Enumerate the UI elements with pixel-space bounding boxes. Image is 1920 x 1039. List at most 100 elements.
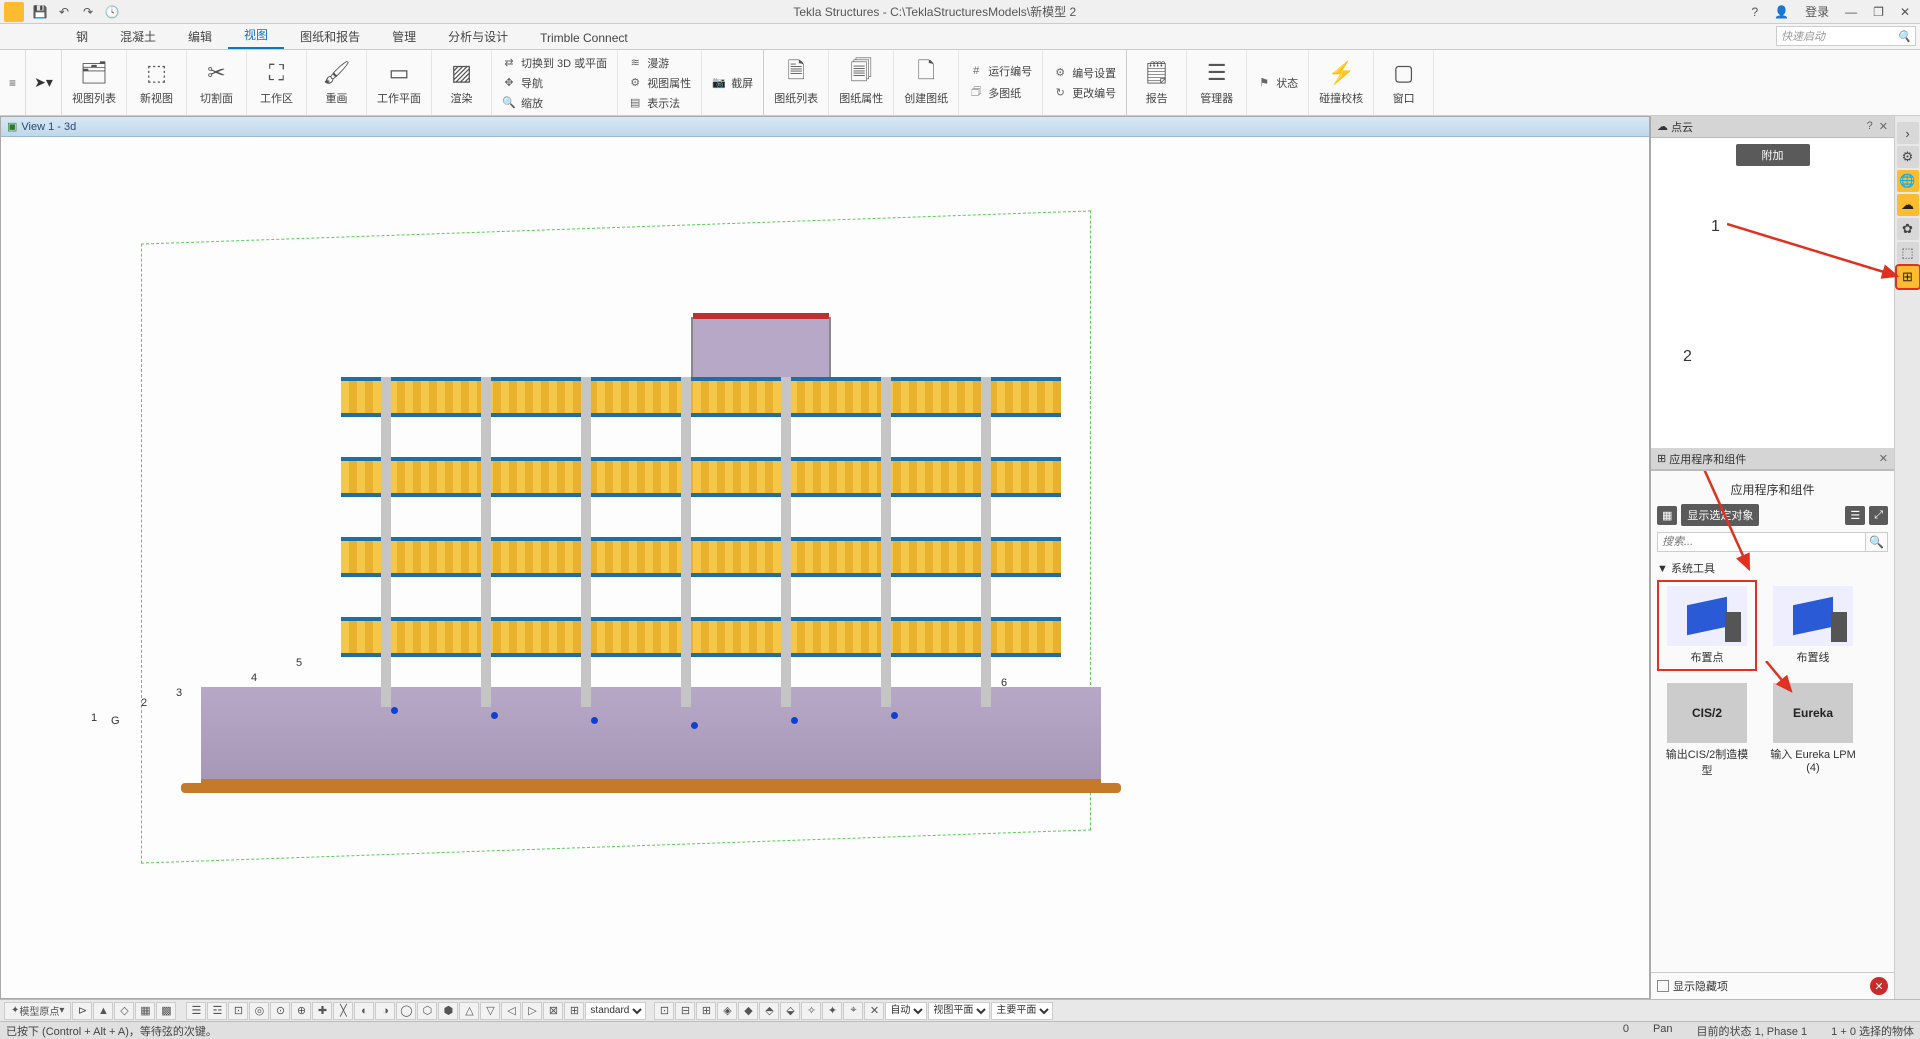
screenshot-button[interactable]: 📷截屏	[710, 74, 755, 92]
apps-item-layout-line[interactable]: 布置线	[1763, 580, 1863, 671]
tool-btn-17[interactable]: ▷	[522, 1002, 542, 1020]
multi-drawing-button[interactable]: 🗇多图纸	[967, 82, 1034, 103]
manager-button[interactable]: ☰ 管理器	[1187, 50, 1247, 115]
tool-btn-29[interactable]: ⌖	[843, 1002, 863, 1020]
tab-trimble[interactable]: Trimble Connect	[524, 27, 644, 49]
window-button[interactable]: ▢ 窗口	[1374, 50, 1434, 115]
apps-search-button[interactable]: 🔍	[1866, 532, 1888, 552]
login-link[interactable]: 登录	[1799, 3, 1835, 20]
close-button[interactable]: ✕	[1894, 5, 1916, 19]
panel-help-icon[interactable]: ?	[1867, 120, 1873, 133]
tab-steel[interactable]: 钢	[60, 24, 104, 49]
tool-btn-23[interactable]: ◈	[717, 1002, 737, 1020]
tab-view[interactable]: 视图	[228, 22, 284, 49]
tool-btn-3[interactable]: ⊡	[228, 1002, 248, 1020]
tool-btn-27[interactable]: ✧	[801, 1002, 821, 1020]
status-button[interactable]: ⚑状态	[1255, 74, 1300, 92]
create-drawing-button[interactable]: 🗋 创建图纸	[894, 50, 959, 115]
minimize-button[interactable]: —	[1839, 5, 1863, 19]
representation-button[interactable]: ▤表示法	[626, 94, 693, 112]
switch-3d-button[interactable]: ⇄切换到 3D 或平面	[500, 54, 609, 72]
file-menu-icon[interactable]: ≡	[0, 50, 26, 115]
tab-concrete[interactable]: 混凝土	[104, 24, 172, 49]
clash-check-button[interactable]: ⚡ 碰撞校核	[1309, 50, 1374, 115]
zoom-button[interactable]: 🔍缩放	[500, 94, 609, 112]
view-list-button[interactable]: 🗂 视图列表	[62, 50, 127, 115]
drawing-props-button[interactable]: 🗐 图纸属性	[829, 50, 894, 115]
selection-cursor-button[interactable]: ➤▾	[26, 50, 62, 115]
gear-strip-icon[interactable]: ✿	[1897, 218, 1919, 240]
work-area-button[interactable]: ⛶ 工作区	[247, 50, 307, 115]
tool-btn-28[interactable]: ✦	[822, 1002, 842, 1020]
tool-btn-20[interactable]: ⊡	[654, 1002, 674, 1020]
tool-btn-24[interactable]: ◆	[738, 1002, 758, 1020]
tool-btn-21[interactable]: ⊟	[675, 1002, 695, 1020]
globe-strip-icon[interactable]: 🌐	[1897, 170, 1919, 192]
apps-item-layout-point[interactable]: 布置点	[1657, 580, 1757, 671]
tool-btn-7[interactable]: ✚	[312, 1002, 332, 1020]
collapse-button[interactable]: ⤢	[1869, 506, 1888, 525]
apps-section-header[interactable]: ▼ 系统工具	[1657, 556, 1888, 580]
app-logo[interactable]	[4, 2, 24, 22]
tab-drawings[interactable]: 图纸和报告	[284, 24, 376, 49]
reports-button[interactable]: 🗒 报告	[1127, 50, 1187, 115]
expand-panel-icon[interactable]: ›	[1897, 122, 1919, 144]
apps-item-eureka[interactable]: Eureka 输入 Eureka LPM (4)	[1763, 677, 1863, 784]
clip-plane-button[interactable]: ✂ 切割面	[187, 50, 247, 115]
apps-error-icon[interactable]: ✕	[1870, 977, 1888, 995]
origin-dropdown[interactable]: ✦ 模型原点 ▾	[4, 1002, 71, 1020]
tool-btn-16[interactable]: ◁	[501, 1002, 521, 1020]
cloud-strip-icon[interactable]: ☁	[1897, 194, 1919, 216]
snap-btn-5[interactable]: ▩	[156, 1002, 176, 1020]
tab-analysis[interactable]: 分析与设计	[432, 24, 524, 49]
main-plane-dropdown[interactable]: 主要平面	[991, 1002, 1053, 1020]
tool-btn-26[interactable]: ⬙	[780, 1002, 800, 1020]
user-icon[interactable]: 👤	[1768, 5, 1795, 19]
undo-icon[interactable]: ↶	[54, 2, 74, 22]
history-icon[interactable]: 🕓	[102, 2, 122, 22]
view-plane-dropdown[interactable]: 视图平面	[928, 1002, 990, 1020]
tool-btn-6[interactable]: ⊕	[291, 1002, 311, 1020]
cube-strip-icon[interactable]: ⬚	[1897, 242, 1919, 264]
apps-panel-header[interactable]: ⊞ 应用程序和组件 ✕	[1651, 448, 1894, 470]
tool-btn-15[interactable]: ▽	[480, 1002, 500, 1020]
pointcloud-panel-header[interactable]: ☁ 点云 ? ✕	[1651, 116, 1894, 138]
auto-dropdown[interactable]: 自动	[885, 1002, 927, 1020]
apps-search-input[interactable]	[1657, 532, 1866, 552]
snap-btn-3[interactable]: ◇	[114, 1002, 134, 1020]
tool-btn-13[interactable]: ⬢	[438, 1002, 458, 1020]
tool-btn-2[interactable]: ☲	[207, 1002, 227, 1020]
tool-btn-5[interactable]: ⊙	[270, 1002, 290, 1020]
tool-btn-14[interactable]: △	[459, 1002, 479, 1020]
tool-btn-30[interactable]: ✕	[864, 1002, 884, 1020]
tab-edit[interactable]: 编辑	[172, 24, 228, 49]
settings-strip-icon[interactable]: ⚙	[1897, 146, 1919, 168]
tab-manage[interactable]: 管理	[376, 24, 432, 49]
tool-btn-8[interactable]: ╳	[333, 1002, 353, 1020]
numbering-settings-button[interactable]: ⚙编号设置	[1051, 64, 1118, 82]
new-view-button[interactable]: ⬚ 新视图	[127, 50, 187, 115]
run-numbering-button[interactable]: #运行编号	[967, 62, 1034, 80]
attach-button[interactable]: 附加	[1736, 144, 1810, 166]
change-numbering-button[interactable]: ↻更改编号	[1051, 84, 1118, 102]
apps-item-cis2[interactable]: CIS/2 输出CIS/2制造模型	[1657, 677, 1757, 784]
grid-view-button[interactable]: ▦	[1657, 506, 1677, 525]
tool-btn-9[interactable]: ◐	[354, 1002, 374, 1020]
view-props-button[interactable]: ⚙视图属性	[626, 74, 693, 92]
snap-set-dropdown[interactable]: standard	[585, 1002, 646, 1020]
panel-close-icon[interactable]: ✕	[1879, 452, 1888, 465]
work-plane-button[interactable]: ▭ 工作平面	[367, 50, 432, 115]
help-icon[interactable]: ?	[1746, 5, 1765, 19]
tool-btn-12[interactable]: ⬡	[417, 1002, 437, 1020]
view-tab-header[interactable]: ▣ View 1 - 3d	[1, 117, 1649, 137]
components-strip-icon[interactable]: ⊞	[1897, 266, 1919, 288]
navigate-button[interactable]: ✥导航	[500, 74, 609, 92]
tool-btn-10[interactable]: ◑	[375, 1002, 395, 1020]
tool-btn-19[interactable]: ⊞	[564, 1002, 584, 1020]
tool-btn-22[interactable]: ⊞	[696, 1002, 716, 1020]
3d-view-canvas[interactable]: 1 2 3 4 5 6 G	[1, 137, 1649, 998]
quick-launch-search[interactable]: 快速启动 🔍	[1776, 26, 1916, 46]
tool-btn-4[interactable]: ◎	[249, 1002, 269, 1020]
tool-btn-1[interactable]: ☰	[186, 1002, 206, 1020]
save-icon[interactable]: 💾	[30, 2, 50, 22]
